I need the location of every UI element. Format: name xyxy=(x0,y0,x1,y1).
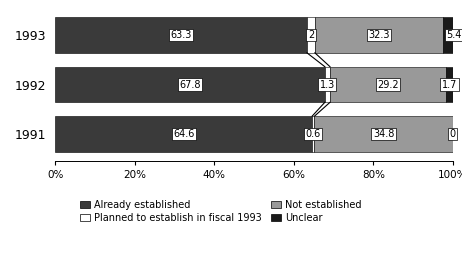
Bar xyxy=(55,67,325,102)
Bar xyxy=(315,17,443,53)
Bar xyxy=(330,67,446,102)
Bar xyxy=(446,67,453,102)
Bar xyxy=(443,17,462,53)
Text: 1.3: 1.3 xyxy=(320,80,335,89)
Text: 29.2: 29.2 xyxy=(377,80,399,89)
Legend: Already established, Planned to establish in fiscal 1993, Not established, Uncle: Already established, Planned to establis… xyxy=(80,200,361,223)
Bar xyxy=(315,116,453,152)
Text: 63.3: 63.3 xyxy=(170,30,192,40)
Text: 34.8: 34.8 xyxy=(373,129,394,139)
Text: 64.6: 64.6 xyxy=(173,129,195,139)
Bar xyxy=(325,67,330,102)
Text: 0: 0 xyxy=(450,129,456,139)
Bar xyxy=(55,116,312,152)
Text: 32.3: 32.3 xyxy=(368,30,390,40)
Text: 67.8: 67.8 xyxy=(179,80,201,89)
Bar xyxy=(55,17,307,53)
Text: 2: 2 xyxy=(308,30,314,40)
Bar xyxy=(307,17,315,53)
Text: 0.6: 0.6 xyxy=(306,129,321,139)
Text: 1.7: 1.7 xyxy=(442,80,457,89)
Bar xyxy=(312,116,315,152)
Text: 5.4: 5.4 xyxy=(446,30,462,40)
